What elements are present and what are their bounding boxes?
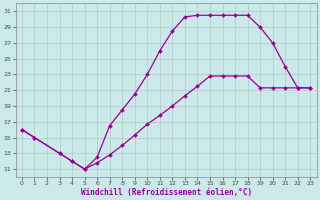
X-axis label: Windchill (Refroidissement éolien,°C): Windchill (Refroidissement éolien,°C) (81, 188, 252, 197)
